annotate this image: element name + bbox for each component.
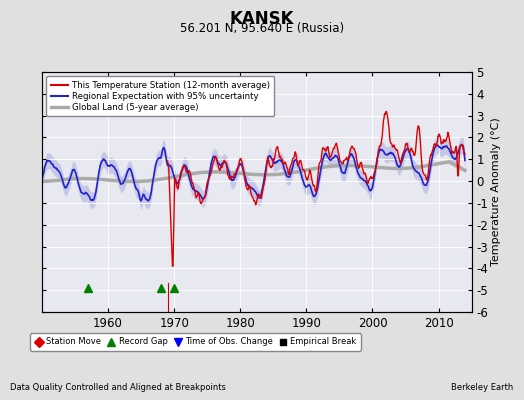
Y-axis label: Temperature Anomaly (°C): Temperature Anomaly (°C)	[491, 118, 501, 266]
Legend: Station Move, Record Gap, Time of Obs. Change, Empirical Break: Station Move, Record Gap, Time of Obs. C…	[30, 333, 361, 351]
Text: Data Quality Controlled and Aligned at Breakpoints: Data Quality Controlled and Aligned at B…	[10, 383, 226, 392]
Legend: This Temperature Station (12-month average), Regional Expectation with 95% uncer: This Temperature Station (12-month avera…	[46, 76, 275, 116]
Text: 56.201 N, 95.640 E (Russia): 56.201 N, 95.640 E (Russia)	[180, 22, 344, 35]
Text: KANSK: KANSK	[230, 10, 294, 28]
Text: Berkeley Earth: Berkeley Earth	[451, 383, 514, 392]
